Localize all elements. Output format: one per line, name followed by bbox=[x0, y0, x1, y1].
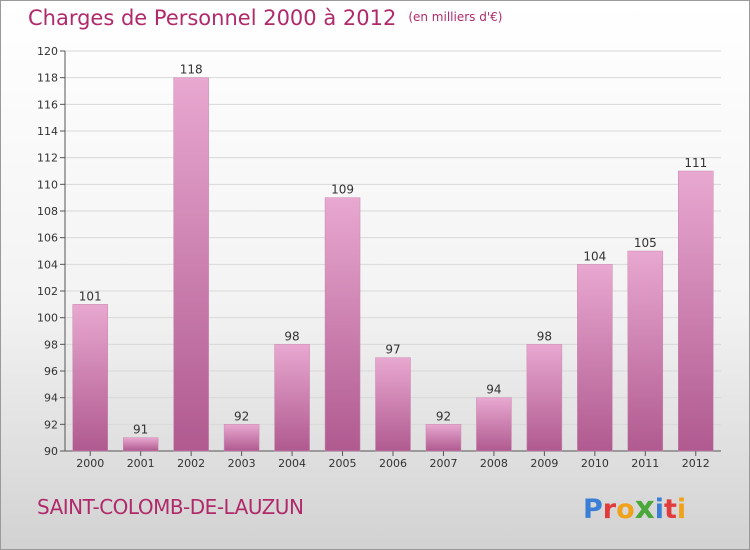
y-tick-label: 106 bbox=[37, 232, 58, 245]
y-tick-label: 120 bbox=[37, 45, 58, 58]
y-tick-label: 114 bbox=[37, 125, 58, 138]
x-tick-label-2006: 2006 bbox=[379, 457, 407, 470]
bar-2005 bbox=[324, 197, 361, 452]
data-label-2007: 92 bbox=[436, 409, 451, 423]
chart-title-text: Charges de Personnel 2000 à 2012 bbox=[28, 6, 397, 30]
chart-title: Charges de Personnel 2000 à 2012 (en mill… bbox=[28, 6, 502, 30]
x-tick-label-2011: 2011 bbox=[631, 457, 659, 470]
logo-letter: x bbox=[634, 490, 655, 526]
data-label-2008: 94 bbox=[486, 383, 501, 397]
data-label-2002: 118 bbox=[180, 63, 203, 77]
y-tick-label: 94 bbox=[44, 392, 58, 405]
x-tick-label-2001: 2001 bbox=[127, 457, 155, 470]
logo-letter: i bbox=[676, 494, 687, 525]
data-label-2005: 109 bbox=[331, 183, 354, 197]
bar-2007 bbox=[425, 424, 462, 452]
logo-letter: i bbox=[654, 494, 664, 525]
logo-letter: t bbox=[663, 494, 677, 525]
x-tick-label-2005: 2005 bbox=[329, 457, 357, 470]
data-label-2011: 105 bbox=[634, 236, 657, 250]
y-tick-label: 90 bbox=[44, 445, 58, 458]
x-tick-label-2007: 2007 bbox=[429, 457, 457, 470]
y-tick-label: 100 bbox=[37, 312, 58, 325]
bar-2010 bbox=[577, 264, 613, 452]
bar-2001 bbox=[122, 437, 159, 452]
logo-letter: o bbox=[616, 494, 635, 525]
y-tick-label: 104 bbox=[37, 258, 58, 271]
y-tick-label: 116 bbox=[37, 98, 58, 111]
y-tick-label: 96 bbox=[44, 365, 58, 378]
data-label-2009: 98 bbox=[537, 329, 552, 343]
data-label-2012: 111 bbox=[684, 156, 707, 170]
bar-2003 bbox=[223, 424, 260, 452]
x-tick-label-2008: 2008 bbox=[480, 457, 508, 470]
data-label-2000: 101 bbox=[79, 289, 102, 303]
y-tick-label: 98 bbox=[44, 338, 58, 351]
data-label-2010: 104 bbox=[583, 249, 606, 263]
bar-2006 bbox=[375, 357, 411, 452]
bar-2011 bbox=[627, 250, 664, 452]
y-tick-label: 108 bbox=[37, 205, 58, 218]
y-tick-label: 92 bbox=[44, 418, 58, 431]
x-tick-label-2009: 2009 bbox=[530, 457, 558, 470]
bar-2012 bbox=[678, 170, 714, 452]
data-label-2004: 98 bbox=[284, 329, 299, 343]
data-label-2001: 91 bbox=[133, 423, 148, 437]
y-tick-label: 118 bbox=[37, 72, 58, 85]
x-tick-label-2002: 2002 bbox=[177, 457, 205, 470]
bar-2000 bbox=[72, 304, 108, 452]
x-tick-label-2003: 2003 bbox=[228, 457, 256, 470]
y-tick-label: 110 bbox=[37, 178, 58, 191]
chart-subtitle: (en milliers d'€) bbox=[408, 10, 503, 24]
bar-2004 bbox=[274, 344, 310, 452]
x-tick-label-2004: 2004 bbox=[278, 457, 306, 470]
commune-name: SAINT-COLOMB-DE-LAUZUN bbox=[37, 495, 304, 519]
proxiti-logo: Proxiti bbox=[583, 490, 686, 526]
bar-2009 bbox=[526, 344, 563, 452]
x-tick-label-2010: 2010 bbox=[581, 457, 609, 470]
logo-letter: r bbox=[602, 494, 617, 525]
bar-2002 bbox=[173, 77, 209, 452]
data-label-2003: 92 bbox=[234, 409, 249, 423]
y-tick-label: 112 bbox=[37, 152, 58, 165]
x-tick-label-2000: 2000 bbox=[76, 457, 104, 470]
bars bbox=[72, 77, 714, 452]
bar-2008 bbox=[476, 397, 512, 452]
logo-letter: P bbox=[583, 494, 603, 525]
x-tick-label-2012: 2012 bbox=[682, 457, 710, 470]
y-tick-label: 102 bbox=[37, 285, 58, 298]
data-label-2006: 97 bbox=[385, 343, 400, 357]
labels: 90 92 94 96 98 100 102 104 106 108 110 112 114 116 118… bbox=[37, 45, 710, 470]
